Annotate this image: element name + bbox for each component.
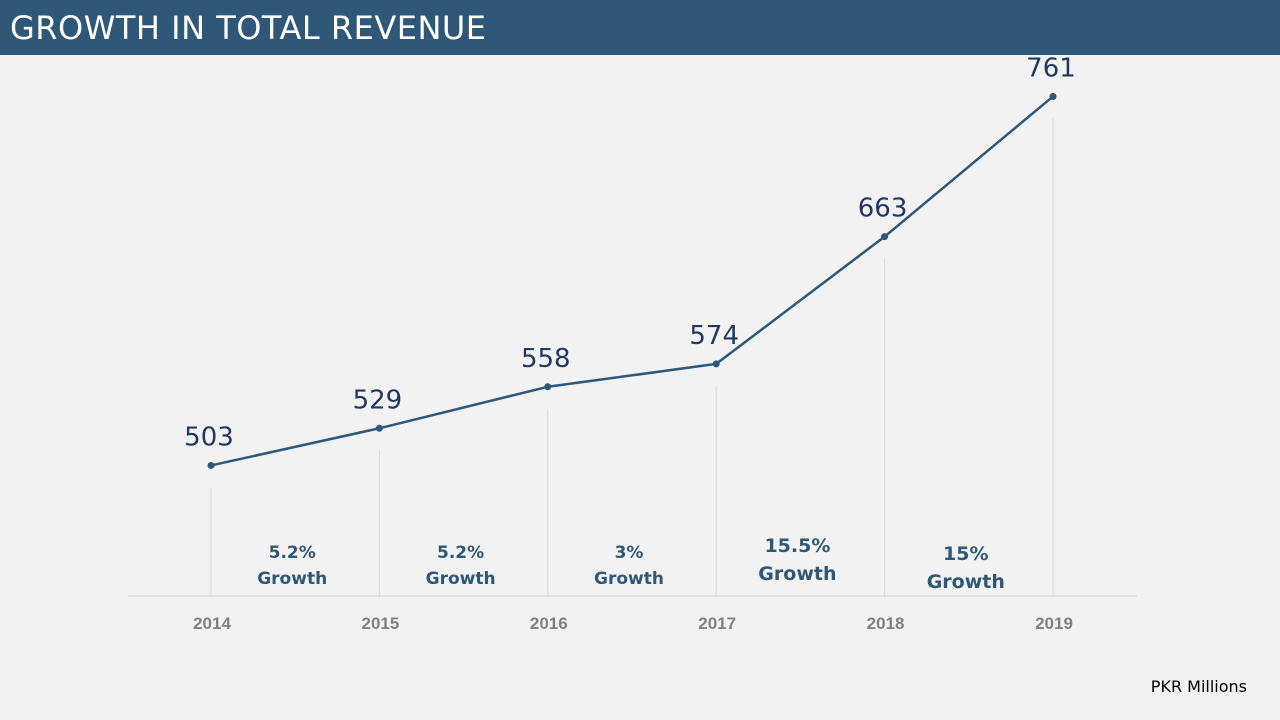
data-label-2017: 574 [689,321,739,351]
growth-annotation-2016-2017-line-1: 3% [615,543,644,563]
data-point-2014 [207,461,215,469]
unit-label: PKR Millions [1150,677,1247,696]
x-tick-label-2017: 2017 [698,614,736,633]
data-point-2017 [712,360,720,368]
data-point-2016 [544,383,552,391]
growth-annotation-2014-2015-line-1: 5.2% [269,543,316,563]
data-label-2018: 663 [858,194,908,224]
x-tick-label-2014: 2014 [193,614,231,633]
growth-annotation-2017-2018-line-2: Growth [758,563,836,585]
data-point-2018 [881,233,889,241]
data-label-2016: 558 [521,344,571,374]
x-tick-label-2018: 2018 [867,614,905,633]
page-title: GROWTH IN TOTAL REVENUE [10,9,487,47]
data-point-2015 [375,424,383,432]
x-tick-label-2015: 2015 [361,614,399,633]
x-tick-label-2019: 2019 [1035,614,1073,633]
data-label-2015: 529 [353,385,403,415]
x-tick-label-2016: 2016 [530,614,568,633]
data-label-2014: 503 [184,422,234,452]
growth-annotation-2018-2019-line-1: 15% [943,543,988,565]
growth-annotation-2018-2019-line-2: Growth [927,571,1005,593]
growth-annotation-2017-2018-line-1: 15.5% [764,535,830,557]
header-bar: GROWTH IN TOTAL REVENUE [0,0,1280,55]
growth-annotation-2014-2015-line-2: Growth [257,569,327,589]
growth-annotation-2015-2016-line-1: 5.2% [437,543,484,563]
data-point-2019 [1049,92,1057,100]
data-label-2019: 761 [1026,53,1076,83]
growth-annotation-2015-2016-line-2: Growth [426,569,496,589]
series-line [210,95,1054,467]
growth-annotation-2016-2017-line-2: Growth [594,569,664,589]
